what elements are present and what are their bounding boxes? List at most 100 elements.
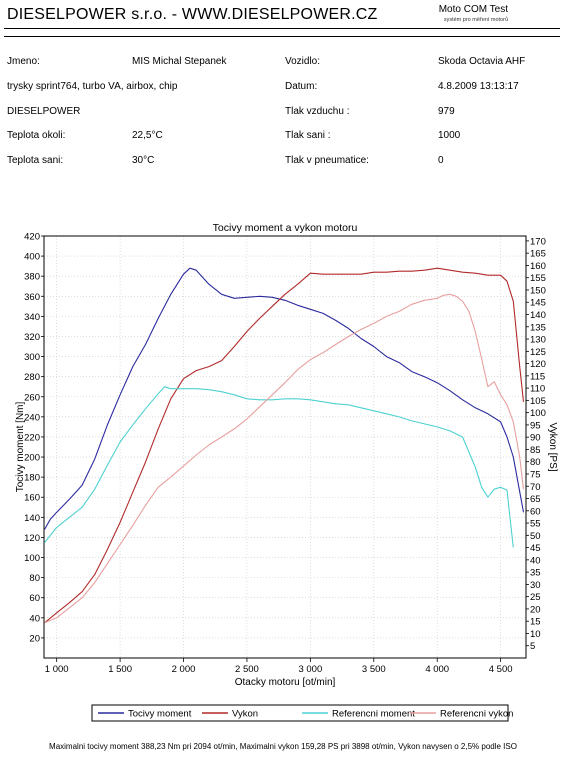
- y-right-tick-label: 120: [530, 359, 546, 370]
- info-value-teplota-sani: 30°C: [132, 155, 155, 166]
- x-tick-label: 4 500: [489, 664, 513, 675]
- y-left-tick-label: 180: [24, 473, 40, 484]
- info-label-datum: Datum:: [285, 81, 318, 92]
- info-value-datum: 4.8.2009 13:13:17: [438, 81, 519, 92]
- y-right-tick-label: 70: [530, 482, 541, 493]
- brand-name: Moto COM Test: [438, 4, 508, 15]
- y-left-tick-label: 340: [24, 312, 40, 323]
- summary-footer: Maximalni tocivy moment 388,23 Nm pri 20…: [49, 742, 517, 751]
- y-right-tick-label: 90: [530, 433, 541, 444]
- y-left-tick-label: 260: [24, 392, 40, 403]
- y-right-tick-label: 145: [530, 298, 546, 309]
- y-left-tick-label: 420: [24, 232, 40, 243]
- y-left-tick-label: 80: [29, 573, 40, 584]
- x-tick-label: 1 000: [45, 664, 69, 675]
- legend-label: Referencni moment: [332, 709, 415, 720]
- y-right-tick-label: 40: [530, 555, 541, 566]
- y-right-tick-label: 140: [530, 310, 546, 321]
- y-right-tick-label: 85: [530, 445, 541, 456]
- info-value-teplota-okoli: 22,5°C: [132, 130, 163, 141]
- legend-label: Referencni vykon: [440, 709, 513, 720]
- x-tick-label: 3 000: [298, 664, 322, 675]
- series-line-referencni-moment: [44, 386, 514, 548]
- y-right-tick-label: 20: [530, 604, 541, 615]
- y-left-tick-label: 40: [29, 613, 40, 624]
- y-right-tick-label: 125: [530, 347, 546, 358]
- x-tick-label: 3 500: [362, 664, 386, 675]
- legend-label: Tocivy moment: [128, 709, 192, 720]
- y-left-tick-label: 200: [24, 453, 40, 464]
- plot-frame: [43, 235, 527, 659]
- info-value-tlak-vzduchu: 979: [438, 106, 455, 117]
- y-right-tick-label: 150: [530, 285, 546, 296]
- header-divider: [4, 28, 560, 29]
- y-left-tick-label: 360: [24, 292, 40, 303]
- series-line-referencni-vykon: [44, 293, 525, 624]
- series-line-tocivy-moment: [44, 267, 525, 530]
- y-left-tick-label: 100: [24, 553, 40, 564]
- y-left-tick-label: 400: [24, 252, 40, 263]
- series-line-vykon: [44, 267, 525, 624]
- y-left-tick-label: 120: [24, 533, 40, 544]
- y-right-tick-label: 65: [530, 494, 541, 505]
- y-right-tick-label: 75: [530, 469, 541, 480]
- info-label-vozidlo: Vozidlo:: [285, 56, 321, 67]
- y-right-axis-label: Vykon [PS]: [547, 422, 558, 471]
- header-divider-2: [4, 36, 560, 37]
- info-label-teplota-sani: Teplota sani:: [7, 155, 64, 166]
- y-right-tick-label: 45: [530, 543, 541, 554]
- info-value-tlak-sani: 1000: [438, 130, 461, 141]
- y-right-tick-label: 10: [530, 629, 541, 640]
- y-left-tick-label: 20: [29, 633, 40, 644]
- info-label-tlak-sani: Tlak sani :: [285, 130, 331, 141]
- y-right-tick-label: 165: [530, 249, 546, 260]
- x-tick-label: 4 000: [425, 664, 449, 675]
- y-right-tick-label: 155: [530, 273, 546, 284]
- y-right-tick-label: 60: [530, 506, 541, 517]
- y-right-tick-label: 80: [530, 457, 541, 468]
- info-label-teplota-okoli: Teplota okoli:: [7, 130, 66, 141]
- y-right-tick-label: 100: [530, 408, 546, 419]
- y-left-tick-label: 300: [24, 352, 40, 363]
- report-title: DIESELPOWER s.r.o. - WWW.DIESELPOWER.CZ: [7, 6, 378, 23]
- x-axis-label: Otacky motoru [ot/min]: [235, 677, 336, 688]
- y-right-tick-label: 95: [530, 420, 541, 431]
- y-right-tick-label: 15: [530, 617, 541, 628]
- y-left-tick-label: 240: [24, 412, 40, 423]
- y-left-tick-label: 220: [24, 432, 40, 443]
- y-left-tick-label: 380: [24, 272, 40, 283]
- y-left-tick-label: 320: [24, 332, 40, 343]
- info-label-setup: trysky sprint764, turbo VA, airbox, chip: [7, 81, 178, 92]
- info-value-vozidlo: Skoda Octavia AHF: [438, 56, 526, 67]
- y-right-tick-label: 25: [530, 592, 541, 603]
- info-label-tlak-vzduchu: Tlak vzduchu :: [285, 106, 350, 117]
- y-right-tick-label: 110: [530, 384, 545, 395]
- y-left-tick-label: 140: [24, 513, 40, 524]
- y-right-tick-label: 135: [530, 322, 546, 333]
- y-right-tick-label: 5: [530, 641, 535, 652]
- y-left-tick-label: 280: [24, 372, 40, 383]
- y-left-tick-label: 60: [29, 593, 40, 604]
- y-right-tick-label: 170: [530, 236, 546, 247]
- y-right-tick-label: 30: [530, 580, 541, 591]
- info-value-tlak-pneumatice: 0: [438, 155, 444, 166]
- info-value-jmeno: MIS Michal Stepanek: [132, 56, 227, 67]
- x-tick-label: 2 000: [172, 664, 196, 675]
- y-right-tick-label: 35: [530, 568, 541, 579]
- chart-title: Tocivy moment a vykon motoru: [213, 222, 358, 234]
- y-right-tick-label: 50: [530, 531, 541, 542]
- y-right-tick-label: 130: [530, 335, 546, 346]
- legend-box: [91, 704, 509, 722]
- x-tick-label: 2 500: [235, 664, 259, 675]
- x-tick-label: 1 500: [108, 664, 132, 675]
- legend-label: Vykon: [232, 709, 258, 720]
- y-right-tick-label: 55: [530, 519, 541, 530]
- info-label-tlak-pneumatice: Tlak v pneumatice:: [285, 155, 369, 166]
- y-right-tick-label: 105: [530, 396, 546, 407]
- y-left-tick-label: 160: [24, 493, 40, 504]
- y-right-tick-label: 115: [530, 371, 545, 382]
- brand-subtitle: systém pro měření motorů: [443, 17, 508, 23]
- info-label-jmeno: Jmeno:: [7, 56, 40, 67]
- y-right-tick-label: 160: [530, 261, 546, 272]
